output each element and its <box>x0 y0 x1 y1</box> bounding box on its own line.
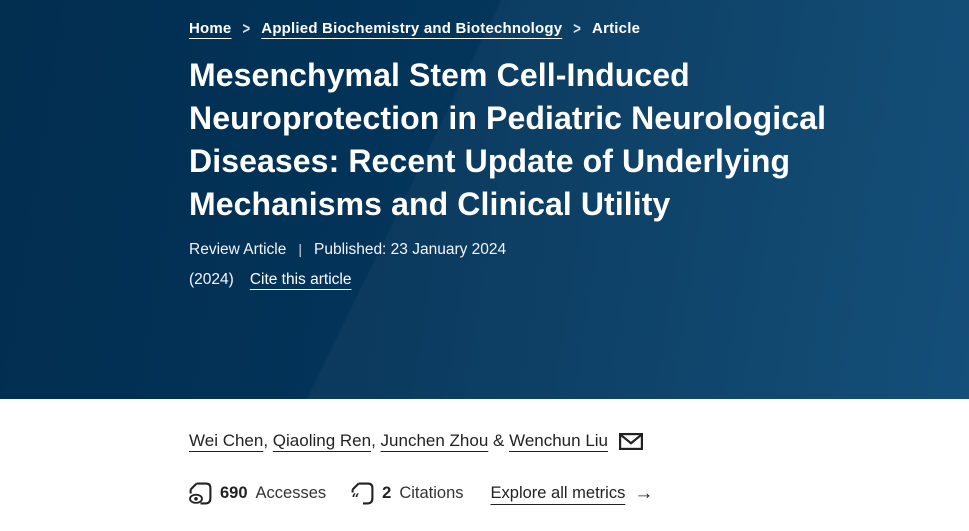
breadcrumb-separator-icon: > <box>573 19 582 38</box>
citations-metric: “ 2 Citations <box>351 482 464 505</box>
breadcrumb-item-article: Article <box>592 20 641 37</box>
author-separator: , <box>263 431 273 450</box>
meta-separator: | <box>298 241 302 257</box>
accesses-metric: 690 Accesses <box>189 482 326 505</box>
author-names: Wei Chen, Qiaoling Ren, Junchen Zhou & W… <box>189 428 608 454</box>
article-type-label: Review Article <box>189 241 287 258</box>
metrics-bar: 690 Accesses “ 2 Citations Explore all m… <box>189 482 929 505</box>
accesses-label: Accesses <box>255 484 327 502</box>
svg-text:“: “ <box>352 492 360 506</box>
envelope-icon[interactable] <box>619 432 643 450</box>
document-quote-icon: “ <box>351 482 374 505</box>
published-date-label: Published: 23 January 2024 <box>313 241 507 258</box>
article-hero: Home > Applied Biochemistry and Biotechnol… <box>0 0 969 399</box>
breadcrumb-item-journal[interactable]: Applied Biochemistry and Biotechnology <box>261 20 563 37</box>
citations-count: 2 <box>382 484 392 502</box>
author-separator: , <box>371 431 381 450</box>
author-link[interactable]: Qiaoling Ren <box>272 431 372 450</box>
accesses-count: 690 <box>220 484 248 502</box>
article-title: Mesenchymal Stem Cell-Induced Neuroprote… <box>189 57 827 222</box>
cite-this-article-link[interactable]: Cite this article <box>249 271 352 288</box>
arrow-right-icon: → <box>634 483 654 504</box>
author-link[interactable]: Wenchun Liu <box>509 431 608 450</box>
author-link[interactable]: Junchen Zhou <box>380 431 489 450</box>
article-page: Home > Applied Biochemistry and Biotechnol… <box>0 0 969 505</box>
author-separator: & <box>488 431 510 450</box>
breadcrumb: Home > Applied Biochemistry and Biotechnol… <box>189 19 929 38</box>
author-link[interactable]: Wei Chen <box>189 431 264 450</box>
document-eye-icon <box>189 482 212 505</box>
breadcrumb-item-home[interactable]: Home <box>189 20 232 37</box>
author-line: Wei Chen, Qiaoling Ren, Junchen Zhou & W… <box>189 428 929 454</box>
breadcrumb-separator-icon: > <box>242 19 251 38</box>
citations-label: Citations <box>399 484 464 502</box>
article-year: (2024) <box>189 271 234 288</box>
explore-all-metrics-link[interactable]: Explore all metrics <box>490 484 626 502</box>
cite-line: (2024) Cite this article <box>189 271 929 289</box>
article-meta-line: Review Article | Published: 23 January 2… <box>189 241 929 259</box>
article-info-section: Wei Chen, Qiaoling Ren, Junchen Zhou & W… <box>0 399 969 505</box>
